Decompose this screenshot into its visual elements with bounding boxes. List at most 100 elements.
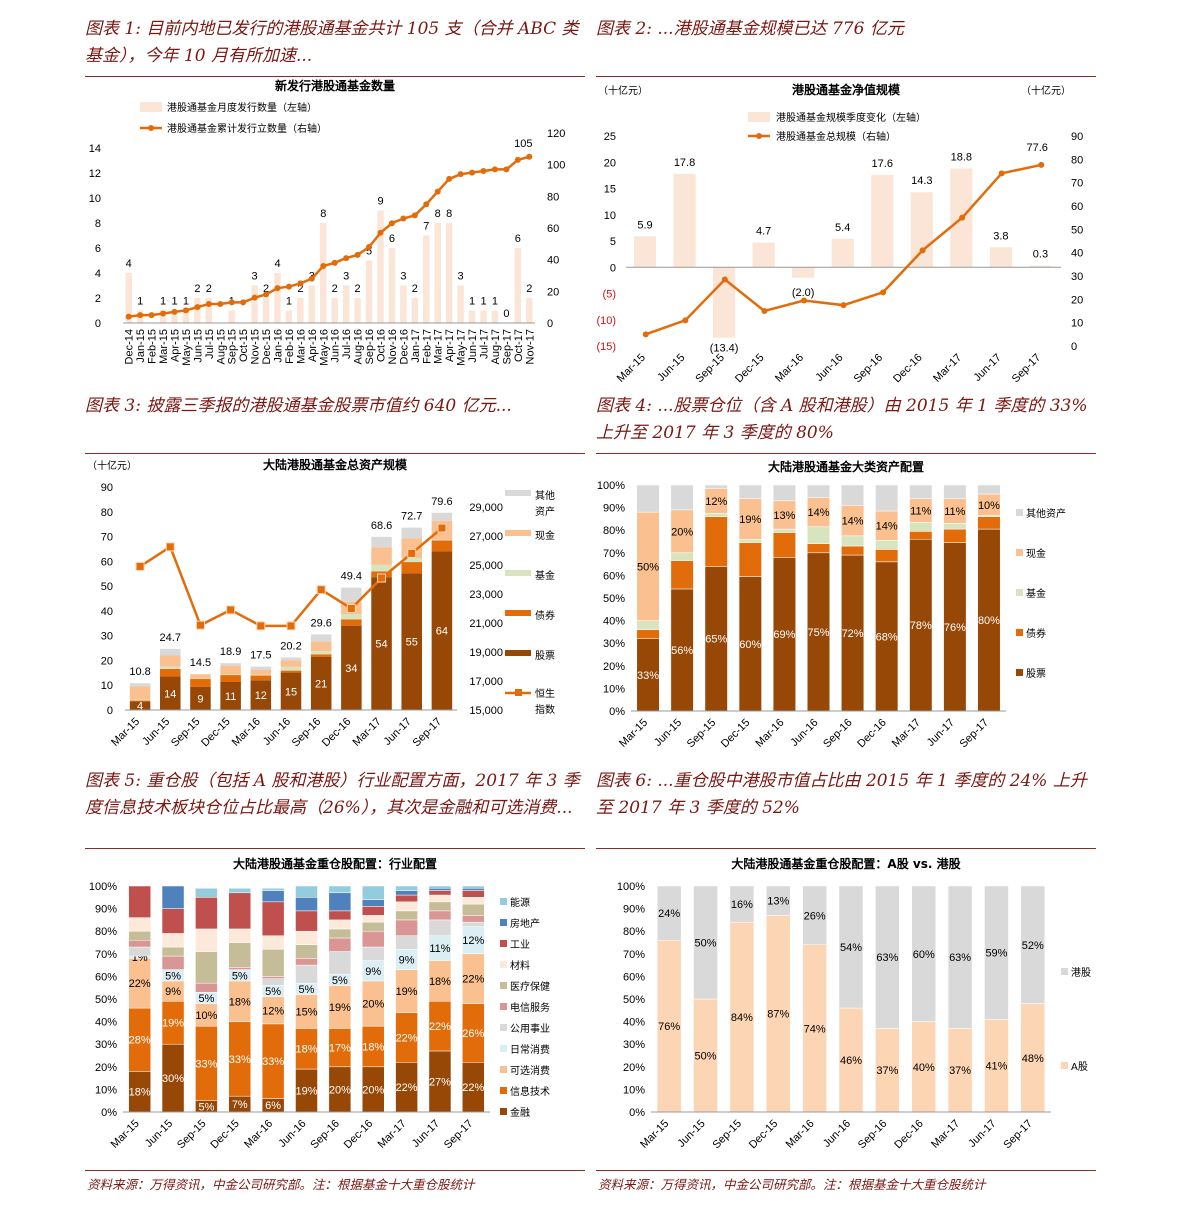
y-tick-right: 40 [547,255,559,267]
segment-value-label: 14 [164,688,176,700]
line-point [194,304,201,311]
x-tick-label: Mar-16 [230,716,263,749]
segment-value-label: 18% [429,976,451,988]
stack-segment [875,540,899,550]
segment-value-label: 76% [658,1021,680,1033]
segment-value-label: 12% [462,935,484,947]
bar-value-label: 2 [526,283,532,295]
stack-segment [328,937,352,952]
bar-value-label: 2 [263,283,269,295]
segment-value-label: 5% [198,993,214,1005]
bar-value-label: 8 [435,208,441,220]
segment-value-label: 20% [362,1084,384,1096]
legend-swatch [500,1024,507,1031]
stack-segment [280,672,302,710]
total-value-label: 20.2 [280,640,301,652]
stack-segment [220,675,241,683]
segment-value-label: 15% [295,1006,317,1018]
stack-segment [220,665,241,675]
y-tick: 10% [603,683,625,695]
x-tick-label: Feb-16 [284,329,296,364]
stack-segment [261,949,285,977]
stack-segment [462,915,485,923]
bar-value-label: (2.0) [792,287,815,299]
stack-segment [195,982,218,993]
legend-swatch [500,1066,507,1073]
stack-segment [220,674,241,676]
line-end-label: 77.6 [1027,142,1048,154]
stack-segment [129,699,151,701]
y-tick: 10% [95,1084,117,1096]
bar [377,210,384,323]
y-tick: 0% [609,706,625,718]
x-tick-label: Sep-16 [364,329,376,364]
legend-label: 材料 [510,959,530,972]
figure-3-heading: 图表 3: 披露三季报的港股通基金股票市值约 640 亿元... [85,396,512,416]
legend-label: 金融 [510,1106,530,1119]
stack-segment [704,513,728,517]
total-value-label: 17.5 [250,650,271,662]
stack-segment [428,888,452,891]
segment-value-label: 30% [162,1073,184,1085]
stack-segment [161,908,185,934]
stack-segment [636,629,660,639]
stack-segment [395,910,418,921]
stack-segment [807,484,830,498]
y-tick-right: 21,000 [469,618,503,630]
bar-value-label: 4.7 [756,226,771,238]
legend-label: 港股通基金月度发行数量（左轴） [167,101,317,114]
legend-swatch [500,1087,507,1094]
stack-segment [670,484,694,511]
line-point [343,255,350,262]
segment-value-label: 11% [910,505,931,517]
y-tick-left: 20 [604,157,616,169]
stack-segment [462,888,485,891]
segment-value-label: 37% [876,1065,898,1077]
source-note-right: 资料来源：万得资讯，中金公司研究部。注：根据基金十大重仓股统计 [598,1177,986,1192]
x-tick-label: Sep-15 [685,717,719,751]
source-note-left: 资料来源：万得资讯，中金公司研究部。注：根据基金十大重仓股统计 [87,1177,475,1192]
bar [468,310,476,323]
segment-value-label: 4 [137,701,143,713]
x-tick-label: Mar-16 [242,1118,275,1151]
x-tick-label: Dec-15 [733,352,767,386]
bar-value-label: 3 [343,271,349,283]
x-tick-label: Jun-16 [276,1118,308,1150]
hsi-marker [346,604,356,613]
segment-value-label: 14% [876,521,898,533]
stack-segment [693,998,718,1113]
segment-value-label: 13% [773,510,795,522]
bar-value-label: 0 [503,308,509,320]
segment-value-label: 22% [462,974,484,986]
total-value-label: 72.7 [401,511,422,523]
segment-value-label: 34 [345,663,357,675]
segment-value-label: 80% [978,615,1000,627]
bar [910,192,933,268]
bar-value-label: 0.3 [1033,249,1048,261]
y-tick-left: 25 [604,131,616,143]
y-tick-left: 2 [95,293,101,305]
stack-segment [1020,885,1046,1004]
line-point [434,188,441,195]
stack-segment [161,885,185,909]
x-tick-label: Aug-17 [490,329,502,364]
segment-value-label: 60% [739,639,761,651]
x-tick-label: Mar-17 [890,717,923,750]
segment-value-label: 9% [399,954,415,966]
stack-segment [261,978,285,986]
hsi-marker [377,573,387,583]
bar-value-label: 3.8 [993,230,1008,242]
y-tick-right: 23,000 [469,589,503,601]
stack-segment [911,885,936,1022]
bar-value-label: 5.4 [835,222,850,234]
bar [792,267,815,278]
heading-rule [85,76,585,77]
hsi-marker [256,621,266,631]
x-tick-label: Sep-16 [852,352,886,386]
x-tick-label: Aug-15 [215,329,227,364]
stack-segment [802,885,827,946]
bar [320,223,327,323]
x-tick-label: Mar-17 [929,1118,962,1151]
heading-rule [85,453,585,454]
segment-value-label: 56% [671,645,693,657]
